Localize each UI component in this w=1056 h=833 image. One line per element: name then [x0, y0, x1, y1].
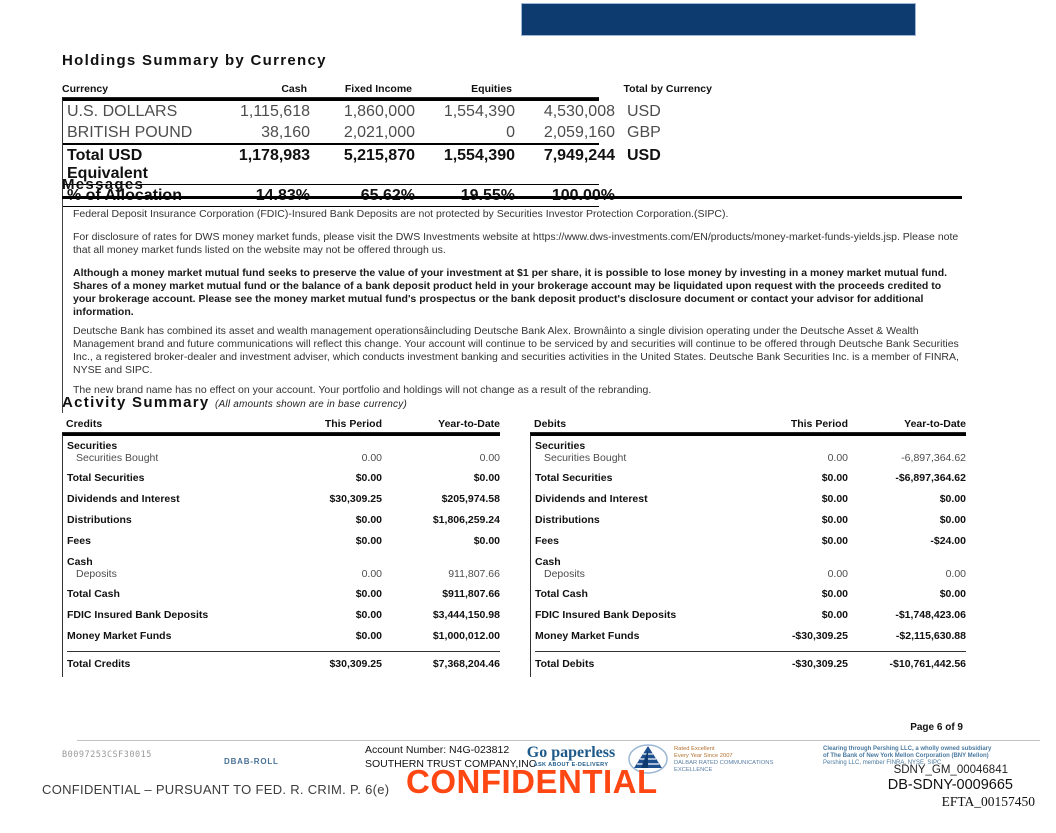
message-item: For disclosure of rates for DWS money ma…	[73, 231, 959, 256]
account-block: Account Number: N4G-023812 SOUTHERN TRUS…	[365, 743, 536, 771]
credits-row: FDIC Insured Bank Deposits $0.00 $3,444,15…	[67, 609, 500, 621]
activity-subtitle: (All amounts shown are in base currency)	[215, 399, 407, 410]
credits-row: Dividends and Interest $30,309.25 $205,974…	[67, 493, 500, 505]
pershing-line3: Pershing LLC, member FINRA, NYSE, SIPC	[823, 760, 942, 766]
col-year-to-date: Year-to-Date	[904, 418, 966, 430]
col-this-period: This Period	[790, 418, 848, 430]
holdings-title: Holdings Summary by Currency	[62, 52, 327, 69]
debits-row: Money Market Funds -$30,309.25 -$2,115,630…	[535, 630, 966, 642]
header-bar	[521, 3, 916, 36]
col-credits: Credits	[66, 418, 103, 430]
message-item: Federal Deposit Insurance Corporation (F…	[73, 208, 729, 220]
credits-table-body: Securities Securities Bought 0.00 0.00 Total…	[62, 433, 500, 677]
account-number: Account Number: N4G-023812	[365, 744, 510, 756]
dalbar-logo-icon	[628, 744, 668, 780]
credits-row: Fees $0.00 $0.00	[67, 535, 500, 547]
credits-table: Credits This Period Year-to-Date Securit…	[62, 416, 500, 677]
confidential-pursuant-line: CONFIDENTIAL – PURSUANT TO FED. R. CRIM.…	[42, 782, 390, 797]
credits-row: Securities Bought 0.00 0.00	[76, 452, 500, 464]
pershing-line2: of The Bank of New York Mellon Corporati…	[823, 753, 989, 759]
account-name: SOUTHERN TRUST COMPANY,INC	[365, 758, 537, 770]
dalbar-line2: Every Year Since 2007	[674, 753, 733, 759]
debits-row: Total Cash $0.00 $0.00	[535, 588, 966, 600]
page-number: Page 6 of 9	[910, 722, 963, 733]
holdings-row: U.S. DOLLARS 1,115,618 1,860,000 1,554,390 4…	[67, 102, 661, 120]
message-item: The new brand name has no effect on your…	[73, 384, 652, 396]
credits-row: Securities	[67, 440, 118, 452]
activity-title-text: Activity Summary	[62, 394, 210, 411]
go-paperless-block: Go paperless ASK ABOUT E-DELIVERY	[516, 744, 626, 768]
pershing-disclosure: Clearing through Pershing LLC, a wholly …	[823, 746, 1038, 767]
dalbar-rating-text: Rated Excellent Every Year Since 2007 DA…	[674, 746, 773, 774]
credits-row: Total Cash $0.00 $911,807.66	[67, 588, 500, 600]
holdings-row: BRITISH POUND 38,160 2,021,000 0 2,059,160 GB…	[67, 123, 661, 141]
dalbar-line4: EXCELLENCE	[674, 767, 713, 773]
debits-row: Dividends and Interest $0.00 $0.00	[535, 493, 966, 505]
debits-row: Securities Bought 0.00 -6,897,364.62	[544, 452, 966, 464]
dalbar-line1: Rated Excellent	[674, 746, 715, 752]
col-cash: Cash	[281, 83, 307, 95]
holdings-table: Currency Cash Fixed Income Equities Tota…	[62, 83, 712, 207]
confidential-watermark: CONFIDENTIAL	[406, 763, 658, 800]
col-fixed-income: Fixed Income	[344, 83, 412, 95]
credits-row: Money Market Funds $0.00 $1,000,012.00	[67, 630, 500, 642]
debits-row: Cash	[535, 556, 561, 568]
debits-row: Total Debits -$30,309.25 -$10,761,442.56	[535, 651, 966, 677]
message-item: Deutsche Bank has combined its asset and…	[73, 325, 959, 376]
activity-title: Activity Summary (All amounts shown are …	[62, 394, 407, 411]
debits-row: Fees $0.00 -$24.00	[535, 535, 966, 547]
holdings-row: % of Allocation 14.83% 65.62% 19.55% 100.00%	[63, 184, 615, 206]
document-code: B0097253CSF30015	[62, 750, 152, 760]
col-year-to-date: Year-to-Date	[438, 418, 500, 430]
credits-row: Total Securities $0.00 $0.00	[67, 472, 500, 484]
debits-row: Deposits 0.00 0.00	[544, 568, 966, 580]
messages-title: Messages	[62, 176, 962, 199]
go-paperless-sub: ASK ABOUT E-DELIVERY	[533, 762, 609, 768]
message-item-bold: Although a money market mutual fund seek…	[73, 267, 948, 318]
debits-row: Total Securities $0.00 -$6,897,364.62	[535, 472, 966, 484]
col-total-by-currency: Total by Currency	[623, 83, 713, 95]
holdings-table-header: Currency Cash Fixed Income Equities Tota…	[62, 83, 712, 98]
debits-row: FDIC Insured Bank Deposits $0.00 -$1,748,4…	[535, 609, 966, 621]
pershing-line1: Clearing through Pershing LLC, a wholly …	[823, 746, 992, 752]
footer-divider	[77, 740, 1040, 741]
bates-stamp-sdny-gm: SDNY_GM_00046841	[893, 764, 1008, 776]
messages-box: Federal Deposit Insurance Corporation (F…	[62, 200, 962, 413]
bates-stamp-db-sdny: DB-SDNY-0009665	[887, 777, 1013, 793]
debits-table: Debits This Period Year-to-Date Securiti…	[530, 416, 966, 677]
holdings-table-body: U.S. DOLLARS 1,115,618 1,860,000 1,554,390 4…	[62, 98, 661, 207]
col-currency: Currency	[62, 83, 109, 95]
dalbar-line3: DALBAR RATED COMMUNICATIONS	[674, 760, 774, 766]
bates-stamp-efta: EFTA_00157450	[941, 794, 1035, 809]
credits-row: Cash	[67, 556, 93, 568]
credits-row: Deposits 0.00 911,807.66	[76, 568, 500, 580]
go-paperless-label: Go paperless	[526, 744, 616, 761]
credits-row: Distributions $0.00 $1,806,259.24	[67, 514, 500, 526]
messages-section: Messages Federal Deposit Insurance Corpo…	[62, 176, 962, 413]
dbab-roll-code: DBAB-ROLL	[224, 757, 279, 766]
debits-row: Distributions $0.00 $0.00	[535, 514, 966, 526]
debits-row: Securities	[535, 440, 586, 452]
col-debits: Debits	[534, 418, 567, 430]
credits-row: Total Credits $30,309.25 $7,368,204.46	[67, 651, 500, 677]
debits-table-body: Securities Securities Bought 0.00 -6,897,36…	[530, 433, 966, 677]
holdings-row: Total USD Equivalent 1,178,983 5,215,870 1,…	[63, 143, 661, 184]
credits-table-header: Credits This Period Year-to-Date	[62, 416, 500, 433]
col-this-period: This Period	[324, 418, 382, 430]
debits-table-header: Debits This Period Year-to-Date	[530, 416, 966, 433]
holdings-summary-section: Holdings Summary by Currency Currency Ca…	[62, 52, 712, 207]
col-equities: Equities	[471, 83, 512, 95]
